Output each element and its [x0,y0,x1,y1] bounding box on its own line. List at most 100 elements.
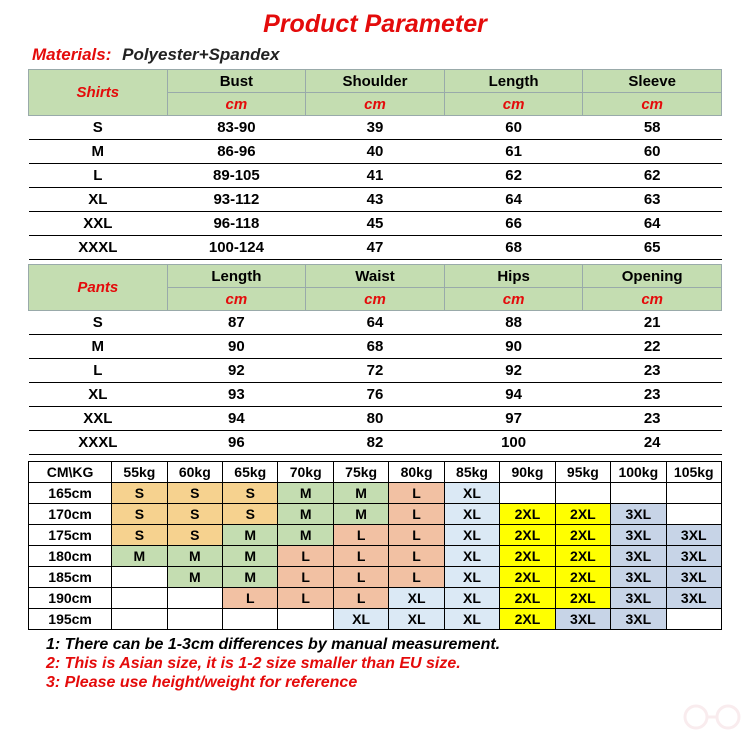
chart-cell: 2XL [500,588,555,609]
shirts-col-1-label: Shoulder [306,70,445,93]
chart-weight-header: 95kg [555,462,610,483]
chart-cell: 2XL [500,609,555,630]
pants-val: 90 [167,335,306,359]
chart-weight-header: 55kg [112,462,167,483]
chart-cell: S [112,525,167,546]
chart-cell: 2XL [555,504,610,525]
chart-cell [278,609,333,630]
chart-cell: 2XL [555,567,610,588]
chart-cell: 3XL [611,567,666,588]
note-line: 3: Please use height/weight for referenc… [46,674,722,692]
pants-size: XXXL [29,431,168,455]
shirts-val: 60 [583,140,722,164]
chart-cell [500,483,555,504]
shirts-val: 86-96 [167,140,306,164]
shirts-val: 40 [306,140,445,164]
shirts-row: S83-90396058 [29,116,722,140]
chart-cell: L [389,483,444,504]
chart-cell: 3XL [555,609,610,630]
chart-cell [666,609,721,630]
pants-val: 64 [306,311,445,335]
chart-height-header: 185cm [29,567,112,588]
chart-cell: M [112,546,167,567]
chart-weight-header: 80kg [389,462,444,483]
chart-weight-header: 105kg [666,462,721,483]
chart-cell: L [389,525,444,546]
chart-cell: 3XL [611,609,666,630]
pants-row: XL93769423 [29,383,722,407]
chart-row: 190cmLLLXLXL2XL2XL3XL3XL [29,588,722,609]
chart-cell: L [223,588,278,609]
chart-cell: S [223,504,278,525]
chart-row: 195cmXLXLXL2XL3XL3XL [29,609,722,630]
chart-weight-header: 60kg [167,462,222,483]
pants-val: 23 [583,407,722,431]
chart-cell [167,609,222,630]
chart-cell [666,504,721,525]
chart-cell: M [223,525,278,546]
chart-cell: M [223,567,278,588]
chart-cell: XL [444,504,499,525]
pants-val: 93 [167,383,306,407]
shirts-row: M86-96406160 [29,140,722,164]
chart-height-header: 180cm [29,546,112,567]
shirts-col-0-label: Bust [167,70,306,93]
chart-cell: S [112,504,167,525]
chart-weight-header: 90kg [500,462,555,483]
pants-row: XXXL968210024 [29,431,722,455]
page-title: Product Parameter [28,10,722,39]
shirts-col-3-label: Sleeve [583,70,722,93]
chart-cell: L [278,567,333,588]
chart-cell [112,609,167,630]
materials-value: Polyester+Spandex [122,45,279,64]
materials-row: Materials: Polyester+Spandex [28,45,722,65]
shirts-val: 43 [306,188,445,212]
chart-cell [666,483,721,504]
chart-cell: 2XL [500,567,555,588]
shirts-val: 93-112 [167,188,306,212]
pants-val: 92 [167,359,306,383]
chart-cell: M [278,504,333,525]
shirts-size: XXL [29,212,168,236]
shirts-size: XL [29,188,168,212]
pants-val: 72 [306,359,445,383]
chart-cell: 2XL [500,546,555,567]
shirts-val: 39 [306,116,445,140]
shirts-val: 65 [583,236,722,260]
chart-cell: S [167,504,222,525]
pants-col-2-label: Hips [444,265,583,288]
shirts-val: 47 [306,236,445,260]
shirts-table: ShirtsBustShoulderLengthSleevecmcmcmcmS8… [28,69,722,260]
pants-val: 23 [583,383,722,407]
chart-height-header: 165cm [29,483,112,504]
chart-cell: L [389,504,444,525]
shirts-row: L89-105416262 [29,164,722,188]
chart-cell [555,483,610,504]
shirts-val: 96-118 [167,212,306,236]
pants-row: XXL94809723 [29,407,722,431]
shirts-col-1-unit: cm [306,93,445,116]
size-chart: CM\KG55kg60kg65kg70kg75kg80kg85kg90kg95k… [28,461,722,630]
pants-val: 23 [583,359,722,383]
shirts-size: M [29,140,168,164]
chart-cell: XL [333,609,388,630]
chart-cell [223,609,278,630]
shirts-row: XXXL100-124476865 [29,236,722,260]
shirts-val: 62 [583,164,722,188]
chart-cell: 3XL [611,504,666,525]
pants-val: 94 [167,407,306,431]
chart-height-header: 170cm [29,504,112,525]
chart-cell [611,483,666,504]
chart-weight-header: 85kg [444,462,499,483]
chart-cell: 2XL [555,588,610,609]
chart-cell: M [223,546,278,567]
pants-val: 76 [306,383,445,407]
chart-cell: 3XL [666,567,721,588]
chart-cell: 3XL [611,588,666,609]
shirts-val: 45 [306,212,445,236]
pants-col-0-label: Length [167,265,306,288]
pants-col-3-unit: cm [583,288,722,311]
chart-cell: XL [389,588,444,609]
chart-weight-header: 65kg [223,462,278,483]
pants-table: PantsLengthWaistHipsOpeningcmcmcmcmS8764… [28,264,722,455]
